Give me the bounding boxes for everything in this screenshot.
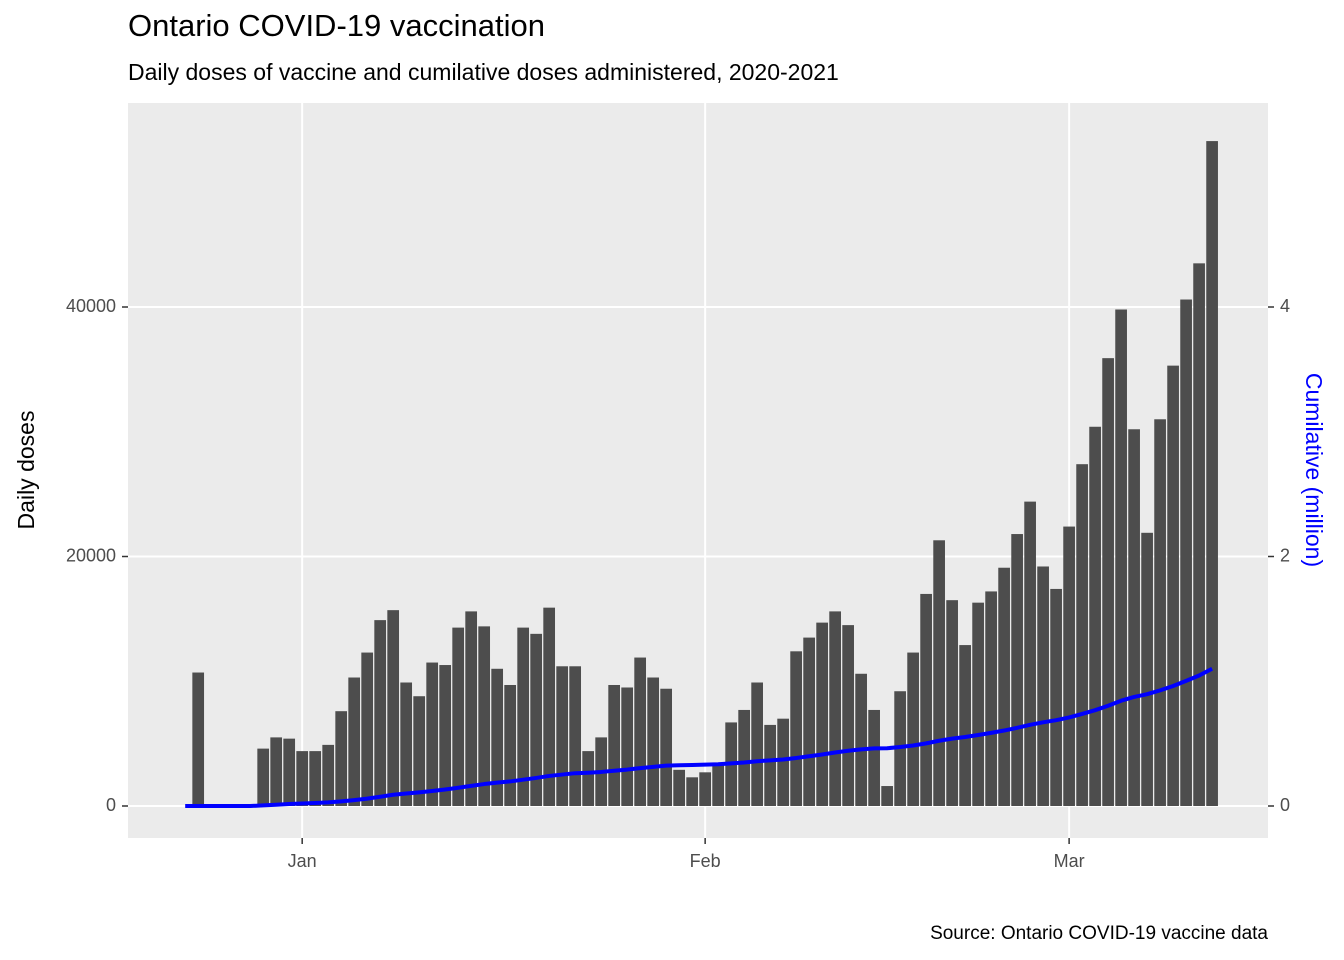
bar (959, 645, 971, 807)
bar (1076, 464, 1088, 807)
bar (1141, 532, 1153, 807)
bar (309, 751, 322, 807)
bar (1024, 501, 1036, 807)
bar (881, 786, 893, 807)
bar (673, 769, 686, 807)
bar (803, 637, 815, 807)
bar (842, 625, 854, 807)
bar (855, 673, 867, 807)
bar (868, 709, 880, 807)
bar (1063, 526, 1075, 807)
cumulative-line (185, 667, 1214, 809)
bar (1206, 141, 1218, 807)
bar (413, 696, 426, 807)
bar (777, 718, 789, 807)
bar (270, 737, 283, 807)
bar (647, 677, 660, 807)
bar (972, 602, 984, 807)
bar (907, 652, 919, 807)
bar (478, 626, 491, 807)
bar (699, 772, 711, 807)
bar (322, 744, 335, 807)
bar (686, 777, 698, 807)
bar (933, 540, 945, 807)
bar (530, 633, 543, 807)
bar (790, 651, 802, 807)
bar (335, 711, 348, 807)
bar (543, 607, 556, 807)
bar (660, 688, 673, 807)
bar (569, 666, 582, 807)
y-axis-title: Daily doses (13, 411, 39, 530)
bar (426, 662, 439, 807)
bar (361, 652, 374, 807)
bar (257, 748, 270, 807)
bar (1011, 534, 1023, 807)
bar (374, 620, 387, 807)
x-tick-label: Feb (690, 851, 721, 871)
x-tick-label: Jan (288, 851, 317, 871)
y2-tick-label: 4 (1280, 296, 1290, 316)
bar (1102, 358, 1114, 807)
bar (387, 610, 400, 807)
bar (712, 763, 724, 807)
bar (608, 684, 621, 807)
bar (985, 591, 997, 807)
bar (634, 657, 647, 807)
bar (1167, 365, 1179, 807)
bar (296, 751, 309, 807)
bar (452, 627, 465, 807)
bar (1128, 429, 1140, 807)
bar (582, 751, 595, 807)
bar (1154, 419, 1166, 807)
bar (491, 668, 504, 807)
bar (517, 627, 530, 807)
bar (465, 611, 478, 807)
x-tick-label: Mar (1054, 851, 1085, 871)
bar (1180, 299, 1192, 807)
y-tick-label: 20000 (66, 545, 116, 565)
bar (738, 709, 750, 807)
chart-title: Ontario COVID-19 vaccination (128, 8, 545, 43)
bar (439, 665, 452, 807)
bar (998, 567, 1010, 807)
bar (621, 687, 634, 807)
bar (1050, 588, 1062, 807)
y2-tick-label: 0 (1280, 795, 1290, 815)
y2-tick-label: 2 (1280, 545, 1290, 565)
bar (920, 593, 932, 807)
y2-axis-title: Cumilative (million) (1301, 373, 1327, 567)
bar (400, 682, 413, 807)
bar (556, 666, 569, 807)
bar (764, 724, 776, 807)
bar (1115, 309, 1127, 807)
bar (1037, 566, 1049, 807)
caption: Source: Ontario COVID-19 vaccine data (930, 923, 1268, 944)
bar (192, 672, 205, 807)
bar (946, 600, 958, 807)
bar (751, 682, 763, 807)
bar (1193, 263, 1205, 807)
bar (348, 677, 361, 807)
bar (504, 684, 517, 807)
bar (816, 622, 828, 807)
bar (829, 611, 841, 807)
y-tick-label: 0 (106, 795, 116, 815)
y-tick-label: 40000 (66, 296, 116, 316)
bar (283, 738, 296, 807)
bar (1089, 426, 1101, 807)
chart-subtitle: Daily doses of vaccine and cumilative do… (128, 59, 839, 85)
